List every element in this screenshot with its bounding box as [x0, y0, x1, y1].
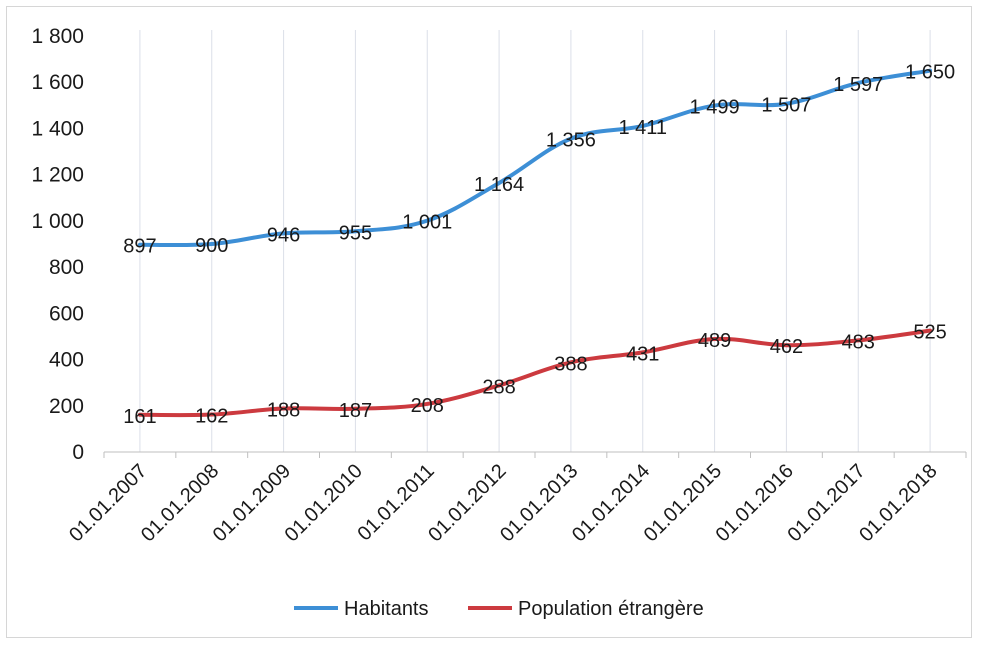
x-tick-label: 01.01.2010	[281, 460, 367, 546]
data-label: 1 356	[546, 130, 596, 152]
y-tick-label: 1 600	[31, 71, 84, 94]
axes	[103, 451, 967, 458]
data-label: 946	[267, 224, 300, 246]
y-tick-label: 1 400	[31, 117, 84, 140]
data-label: 162	[195, 406, 228, 428]
data-label: 431	[626, 343, 659, 365]
series-lines	[137, 68, 933, 418]
series-line-0	[137, 68, 933, 248]
y-tick-label: 800	[49, 256, 84, 279]
data-label: 1 411	[618, 117, 667, 139]
data-label: 208	[411, 395, 444, 417]
y-tick-label: 0	[72, 441, 84, 464]
data-label: 187	[339, 400, 372, 422]
x-axis-ticks: 01.01.200701.01.200801.01.200901.01.2010…	[65, 460, 942, 546]
x-tick-label: 01.01.2018	[855, 460, 941, 546]
y-tick-label: 200	[49, 395, 84, 418]
data-label: 161	[123, 406, 156, 428]
series-line-1	[137, 328, 933, 418]
data-label: 489	[698, 330, 731, 352]
y-tick-label: 1 000	[31, 210, 84, 233]
data-label: 900	[195, 235, 228, 257]
data-label: 483	[842, 331, 875, 353]
y-axis-ticks: 0 200 400 600 800 1 000 1 200 1 400 1 600 1 800	[31, 25, 84, 464]
data-label: 525	[913, 322, 946, 344]
data-label: 462	[770, 336, 803, 358]
data-label: 288	[482, 376, 515, 398]
y-tick-label: 1 800	[31, 25, 84, 48]
legend-label-1: Population étrangère	[518, 598, 704, 620]
data-label: 897	[123, 236, 156, 258]
legend-label-0: Habitants	[344, 598, 429, 620]
data-label: 188	[267, 400, 300, 422]
y-tick-label: 600	[49, 302, 84, 325]
data-label: 1 507	[761, 95, 811, 117]
data-label: 1 650	[905, 62, 955, 84]
chart-frame	[6, 6, 972, 638]
data-label: 388	[554, 353, 587, 375]
legend: Habitants Population étrangère	[294, 598, 704, 620]
data-label: 1 164	[474, 174, 524, 196]
y-tick-label: 400	[49, 349, 84, 372]
data-labels: 897 900 946 955 1 001 1 164 1 356 1 411 1 499 1 5…	[123, 62, 955, 428]
data-label: 1 001	[402, 212, 452, 234]
y-tick-label: 1 200	[31, 164, 84, 187]
data-label: 1 597	[833, 74, 883, 96]
gridlines	[139, 30, 931, 452]
data-label: 955	[339, 222, 372, 244]
data-label: 1 499	[690, 97, 740, 119]
